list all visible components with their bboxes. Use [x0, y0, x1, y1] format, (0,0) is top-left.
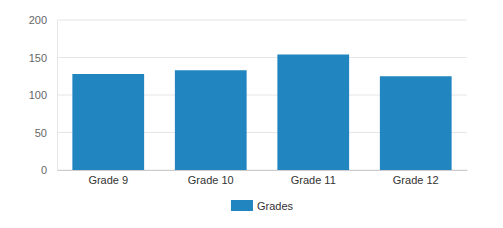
plot: 050100150200Grade 9Grade 10Grade 11Grade… [29, 14, 468, 186]
y-tick: 0 [41, 164, 57, 176]
legend: Grades [231, 200, 294, 212]
x-tick: Grade 11 [291, 174, 336, 186]
legend-label: Grades [257, 200, 294, 212]
bar [72, 74, 144, 170]
y-axis-line [57, 21, 58, 171]
x-tick-label: Grade 11 [291, 174, 336, 186]
bar [380, 76, 452, 170]
y-tick-label: 0 [41, 164, 47, 176]
y-tick-label: 200 [29, 14, 47, 26]
y-tick-label: 150 [29, 52, 47, 64]
x-tick-label: Grade 10 [188, 174, 234, 186]
y-tick: 150 [29, 52, 57, 64]
y-tick: 200 [29, 14, 57, 26]
bar [175, 70, 247, 170]
y-tick: 100 [29, 89, 57, 101]
y-tick-label: 50 [35, 127, 47, 139]
y-tick-label: 100 [29, 89, 47, 101]
x-tick-label: Grade 12 [393, 174, 439, 186]
x-tick: Grade 9 [88, 174, 128, 186]
grid-line [57, 20, 467, 21]
chart: 050100150200Grade 9Grade 10Grade 11Grade… [0, 0, 503, 228]
x-axis-line [58, 170, 468, 171]
y-tick: 50 [35, 127, 57, 139]
grid [57, 20, 467, 170]
x-tick-label: Grade 9 [88, 174, 128, 186]
bar [277, 55, 349, 171]
legend-swatch [231, 200, 253, 211]
y-axis: 0 50 100 150 200 [29, 14, 58, 176]
bars [72, 55, 451, 171]
x-tick: Grade 12 [393, 174, 439, 186]
grid-line [57, 57, 467, 58]
x-tick: Grade 10 [188, 174, 234, 186]
x-axis: Grade 9 Grade 10 Grade 11 Grade 12 [58, 171, 468, 186]
